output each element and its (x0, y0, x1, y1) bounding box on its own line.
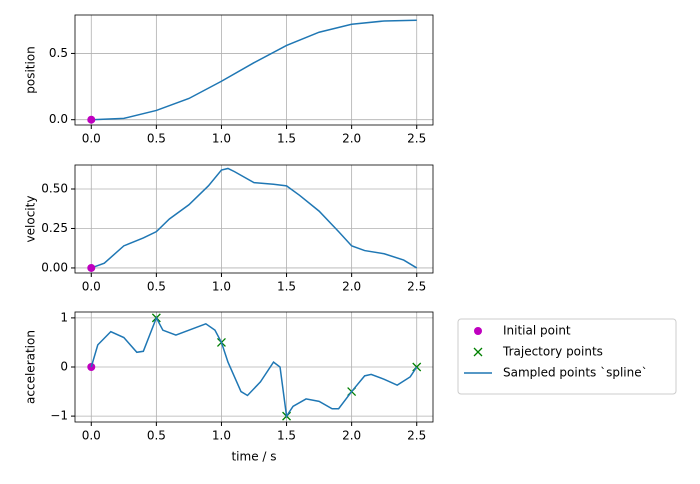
x-tick-label: 2.5 (407, 132, 426, 146)
x-tick-label: 2.5 (407, 429, 426, 443)
x-tick-label: 0.0 (82, 280, 101, 294)
x-tick-label: 0.0 (82, 429, 101, 443)
x-tick-label: 1.5 (277, 429, 296, 443)
x-tick-label: 1.5 (277, 280, 296, 294)
data-line (91, 19, 417, 121)
x-tick-label: 2.0 (342, 280, 361, 294)
point-marker (474, 327, 482, 335)
x-tick-label: 1.0 (212, 429, 231, 443)
point-marker (87, 263, 96, 272)
legend-label: Trajectory points (502, 345, 603, 359)
legend-label: Sampled points `spline` (503, 366, 648, 380)
x-tick-label: 2.5 (407, 280, 426, 294)
y-tick-label: 0.0 (49, 112, 68, 126)
y-axis-label: position (24, 46, 38, 94)
x-tick-label: 1.0 (212, 132, 231, 146)
y-tick-label: 0.25 (41, 221, 68, 235)
y-tick-label: 0 (60, 360, 68, 374)
x-tick-label: 0.5 (147, 132, 166, 146)
y-tick-label: 0.50 (41, 182, 68, 196)
point-marker (87, 115, 96, 124)
y-tick-label: 1 (60, 310, 68, 324)
x-tick-label: 1.5 (277, 132, 296, 146)
y-axis-label: acceleration (24, 330, 38, 404)
axes-frame (74, 164, 434, 274)
y-tick-label: 0.5 (49, 46, 68, 60)
legend-box (457, 318, 677, 395)
y-axis-label: velocity (24, 196, 38, 243)
x-tick-label: 0.5 (147, 280, 166, 294)
data-line (90, 316, 418, 419)
x-tick-label: 1.0 (212, 280, 231, 294)
y-tick-label: 0.00 (41, 260, 68, 274)
axes-frame (74, 311, 434, 423)
x-tick-label: 2.0 (342, 429, 361, 443)
axes-frame (74, 14, 434, 126)
data-line (91, 167, 418, 269)
legend-label: Initial point (503, 324, 571, 338)
y-tick-label: −1 (50, 409, 68, 423)
x-tick-label: 0.5 (147, 429, 166, 443)
x-axis-label: time / s (231, 450, 276, 464)
point-marker (473, 347, 483, 357)
x-tick-label: 2.0 (342, 132, 361, 146)
x-tick-label: 0.0 (82, 132, 101, 146)
